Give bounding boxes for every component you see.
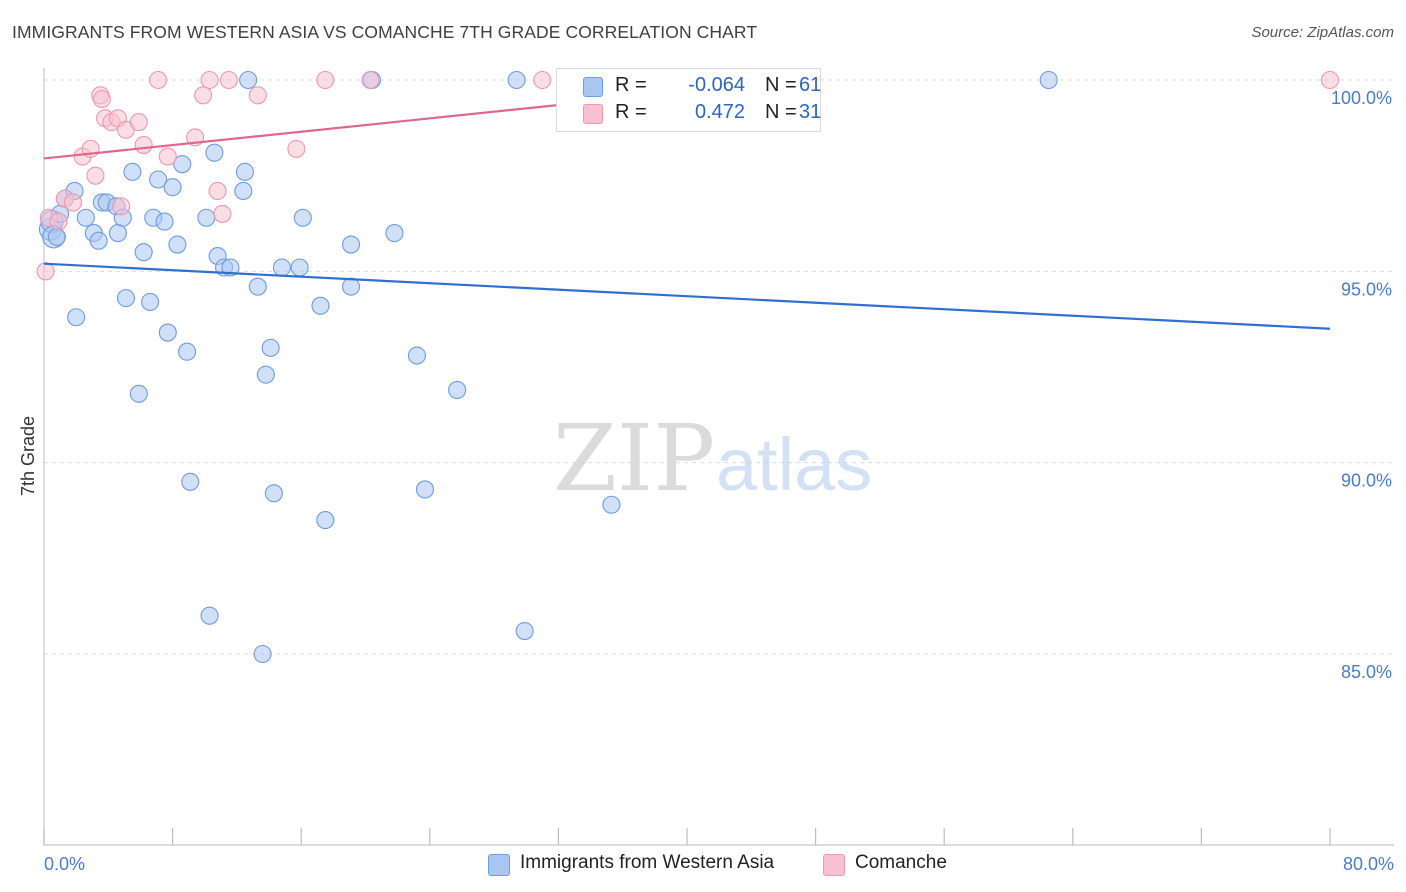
comanche-point (134, 136, 153, 155)
legend-label-comanche: Comanche (855, 852, 947, 873)
western-asia-point (155, 212, 174, 231)
legend-n-label: N = (765, 101, 797, 123)
y-tick-label: 95.0% (1341, 279, 1392, 299)
comanche-point (287, 139, 306, 158)
western-asia-point (173, 155, 192, 174)
legend-r-value: 0.472 (694, 101, 745, 123)
comanche-point (112, 197, 131, 216)
axis-labels: 0.0% 80.0% 7th Grade 100.0% 95.0% 90.0% 85.… (18, 88, 1394, 874)
western-asia-point (197, 208, 216, 227)
legend-row-comanche: R = 0.472 N = 31 (583, 101, 821, 127)
comanche-point (316, 70, 335, 90)
legend-swatch-comanche (583, 104, 603, 124)
axes (43, 68, 1394, 846)
western-asia-point (149, 170, 168, 189)
legend-n-label: N = (765, 74, 797, 96)
comanche-point (49, 212, 68, 231)
legend-row-western-asia: R = -0.064 N = 61 (583, 74, 821, 100)
legend-n-value: 31 (799, 101, 822, 123)
western-asia-point (239, 70, 258, 90)
comanche-point (533, 70, 552, 90)
comanche-point (149, 70, 168, 90)
western-asia-point (234, 181, 253, 201)
western-asia-point (316, 511, 335, 530)
western-asia-point (76, 208, 95, 227)
western-asia-point (178, 342, 197, 361)
legend-swatch-comanche (823, 854, 845, 876)
stats-legend: R = -0.064 N = 61 R = 0.472 N = 31 (556, 68, 821, 132)
western-asia-point (341, 277, 361, 296)
legend-r-label: R = (615, 74, 647, 96)
comanche-point (129, 113, 148, 132)
western-asia-point (205, 143, 224, 162)
comanche-point (219, 70, 238, 90)
western-asia-point (163, 178, 182, 197)
western-asia-point (108, 224, 127, 243)
legend-label-western-asia: Immigrants from Western Asia (520, 852, 775, 873)
western-asia-point (129, 384, 148, 403)
western-asia-point (272, 258, 291, 277)
y-axis-title: 7th Grade (18, 416, 38, 496)
y-tick-label: 90.0% (1341, 471, 1392, 491)
legend-swatch-western-asia (488, 854, 510, 876)
comanche-point (1320, 70, 1340, 90)
western-asia-point (200, 606, 219, 625)
comanche-point (194, 86, 213, 105)
comanche-point (208, 181, 227, 201)
comanche-point (213, 204, 232, 223)
western-asia-point (290, 258, 309, 277)
comanche-point (86, 166, 105, 185)
western-asia-point (89, 231, 108, 250)
western-asia-point (134, 243, 153, 262)
western-asia-point (293, 208, 312, 227)
western-asia-point (407, 346, 426, 365)
western-asia-point (116, 289, 136, 308)
western-asia-point (507, 70, 526, 90)
western-asia-point (168, 235, 187, 254)
western-asia-point (253, 644, 272, 664)
western-asia-point (47, 227, 66, 246)
western-asia-point (415, 480, 435, 499)
western-asia-point (235, 162, 254, 181)
western-asia-point (67, 308, 86, 327)
comanche-point (361, 70, 380, 90)
y-tick-label: 85.0% (1341, 662, 1392, 682)
western-asia-point (341, 235, 361, 254)
western-asia-point (248, 277, 267, 296)
western-asia-point (385, 224, 404, 243)
western-asia-point (1039, 70, 1058, 90)
legend-r-label: R = (615, 101, 647, 123)
western-asia-point (311, 296, 330, 315)
western-asia-point (221, 258, 240, 277)
western-asia-point (181, 472, 200, 491)
data-points (36, 70, 1340, 664)
x-tick-label-max: 80.0% (1343, 854, 1394, 874)
watermark-zip: ZIP (553, 405, 715, 512)
source-label: Source: ZipAtlas.com (1251, 24, 1394, 41)
comanche-point (248, 86, 267, 105)
western-asia-point (141, 292, 160, 311)
western-asia-point (448, 380, 467, 400)
western-asia-point (264, 484, 283, 503)
chart-title: IMMIGRANTS FROM WESTERN ASIA VS COMANCHE… (12, 22, 758, 42)
legend-swatch-western-asia (583, 77, 603, 97)
x-tick-label-min: 0.0% (44, 854, 85, 874)
y-tick-label: 100.0% (1331, 88, 1392, 108)
western-asia-point (261, 338, 280, 357)
western-asia-point (602, 495, 621, 514)
western-asia-point (123, 162, 142, 181)
western-asia-point (515, 621, 534, 641)
western-asia-trend-line (43, 262, 1331, 330)
legend-r-value: -0.064 (688, 74, 745, 96)
comanche-point (63, 193, 82, 212)
legend-n-value: 61 (799, 74, 822, 96)
comanche-point (200, 70, 219, 90)
western-asia-point (158, 323, 177, 342)
comanche-point (92, 90, 111, 109)
watermark-atlas: atlas (716, 423, 872, 506)
western-asia-point (256, 365, 275, 384)
comanche-point (36, 262, 55, 281)
comanche-point (158, 147, 177, 166)
